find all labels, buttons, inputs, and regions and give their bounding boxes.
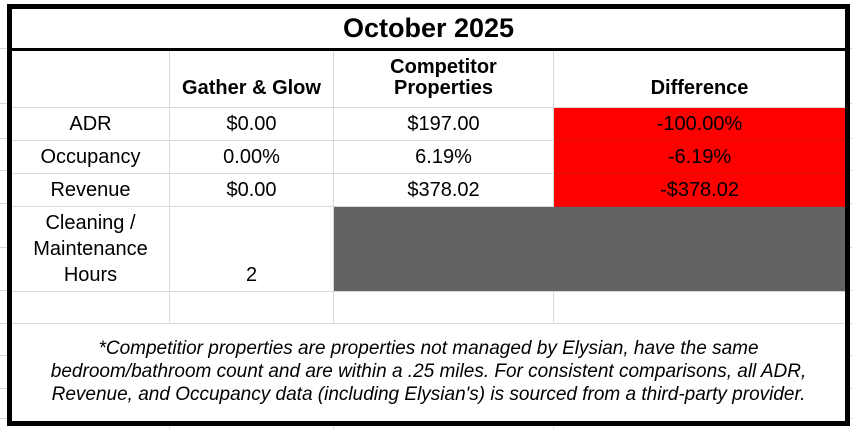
empty-cell[interactable] [170, 292, 334, 324]
table-row-empty [12, 292, 846, 324]
col-header-competitor-properties[interactable]: Competitor Properties [334, 51, 554, 108]
gridline-stub [0, 138, 7, 139]
cell-adr-competitor[interactable]: $197.00 [334, 108, 554, 141]
gridline-stub [333, 426, 334, 429]
gridline-stub [0, 355, 7, 356]
gridline-stub [553, 426, 554, 429]
gridline-stub [850, 247, 852, 248]
gridline-stub [0, 170, 7, 171]
gridline-stub [169, 426, 170, 429]
gridline-stub [850, 103, 852, 104]
col-header-gather-glow[interactable]: Gather & Glow [170, 51, 334, 108]
cell-revenue-competitor[interactable]: $378.02 [334, 174, 554, 207]
gridline-stub [0, 418, 7, 419]
gridline-stub [850, 418, 852, 419]
table-title[interactable]: October 2025 [12, 9, 846, 51]
table-outer-border: October 2025 Gather & Glow Competitor Pr… [7, 4, 850, 426]
col-header-metric[interactable] [12, 51, 170, 108]
cell-occupancy-gather-glow[interactable]: 0.00% [170, 141, 334, 174]
gridline-stub [0, 323, 7, 324]
gridline-stub [850, 388, 852, 389]
gridline-stub [850, 355, 852, 356]
col-header-difference[interactable]: Difference [554, 51, 846, 108]
table-row-cleaning-maintenance: Cleaning / Maintenance Hours 2 [12, 207, 846, 292]
gridline-stub [850, 48, 852, 49]
cell-occupancy-competitor[interactable]: 6.19% [334, 141, 554, 174]
cell-occupancy-label[interactable]: Occupancy [12, 141, 170, 174]
cell-revenue-difference[interactable]: -$378.02 [554, 174, 846, 207]
cell-cleaning-blocked-gray[interactable] [334, 207, 846, 292]
gridline-stub [850, 138, 852, 139]
cell-cleaning-gather-glow[interactable]: 2 [170, 207, 334, 292]
cell-adr-gather-glow[interactable]: $0.00 [170, 108, 334, 141]
empty-cell[interactable] [554, 292, 846, 324]
cell-cleaning-label[interactable]: Cleaning / Maintenance Hours [12, 207, 170, 292]
gridline-stub [0, 48, 7, 49]
cell-revenue-label[interactable]: Revenue [12, 174, 170, 207]
gridline-stub [0, 103, 7, 104]
gridline-stub [0, 203, 7, 204]
empty-cell[interactable] [12, 292, 170, 324]
table-row-occupancy: Occupancy 0.00% 6.19% -6.19% [12, 141, 846, 174]
gridline-stub [850, 290, 852, 291]
empty-cell[interactable] [334, 292, 554, 324]
footnote[interactable]: *Competitior properties are properties n… [50, 338, 807, 405]
gridline-stub [850, 170, 852, 171]
cell-adr-label[interactable]: ADR [12, 108, 170, 141]
cell-adr-difference[interactable]: -100.00% [554, 108, 846, 141]
gridline-stub [850, 203, 852, 204]
gridline-stub [0, 388, 7, 389]
gridline-stub [850, 323, 852, 324]
cell-revenue-gather-glow[interactable]: $0.00 [170, 174, 334, 207]
gridline-stub [0, 247, 7, 248]
table-row-revenue: Revenue $0.00 $378.02 -$378.02 [12, 174, 846, 207]
comparison-table: October 2025 Gather & Glow Competitor Pr… [12, 9, 846, 421]
table-row-adr: ADR $0.00 $197.00 -100.00% [12, 108, 846, 141]
gridline-stub [0, 290, 7, 291]
table-row-footnote: *Competitior properties are properties n… [12, 324, 845, 421]
col-header-competitor-properties-label: Competitor Properties [390, 55, 497, 100]
cell-occupancy-difference[interactable]: -6.19% [554, 141, 846, 174]
